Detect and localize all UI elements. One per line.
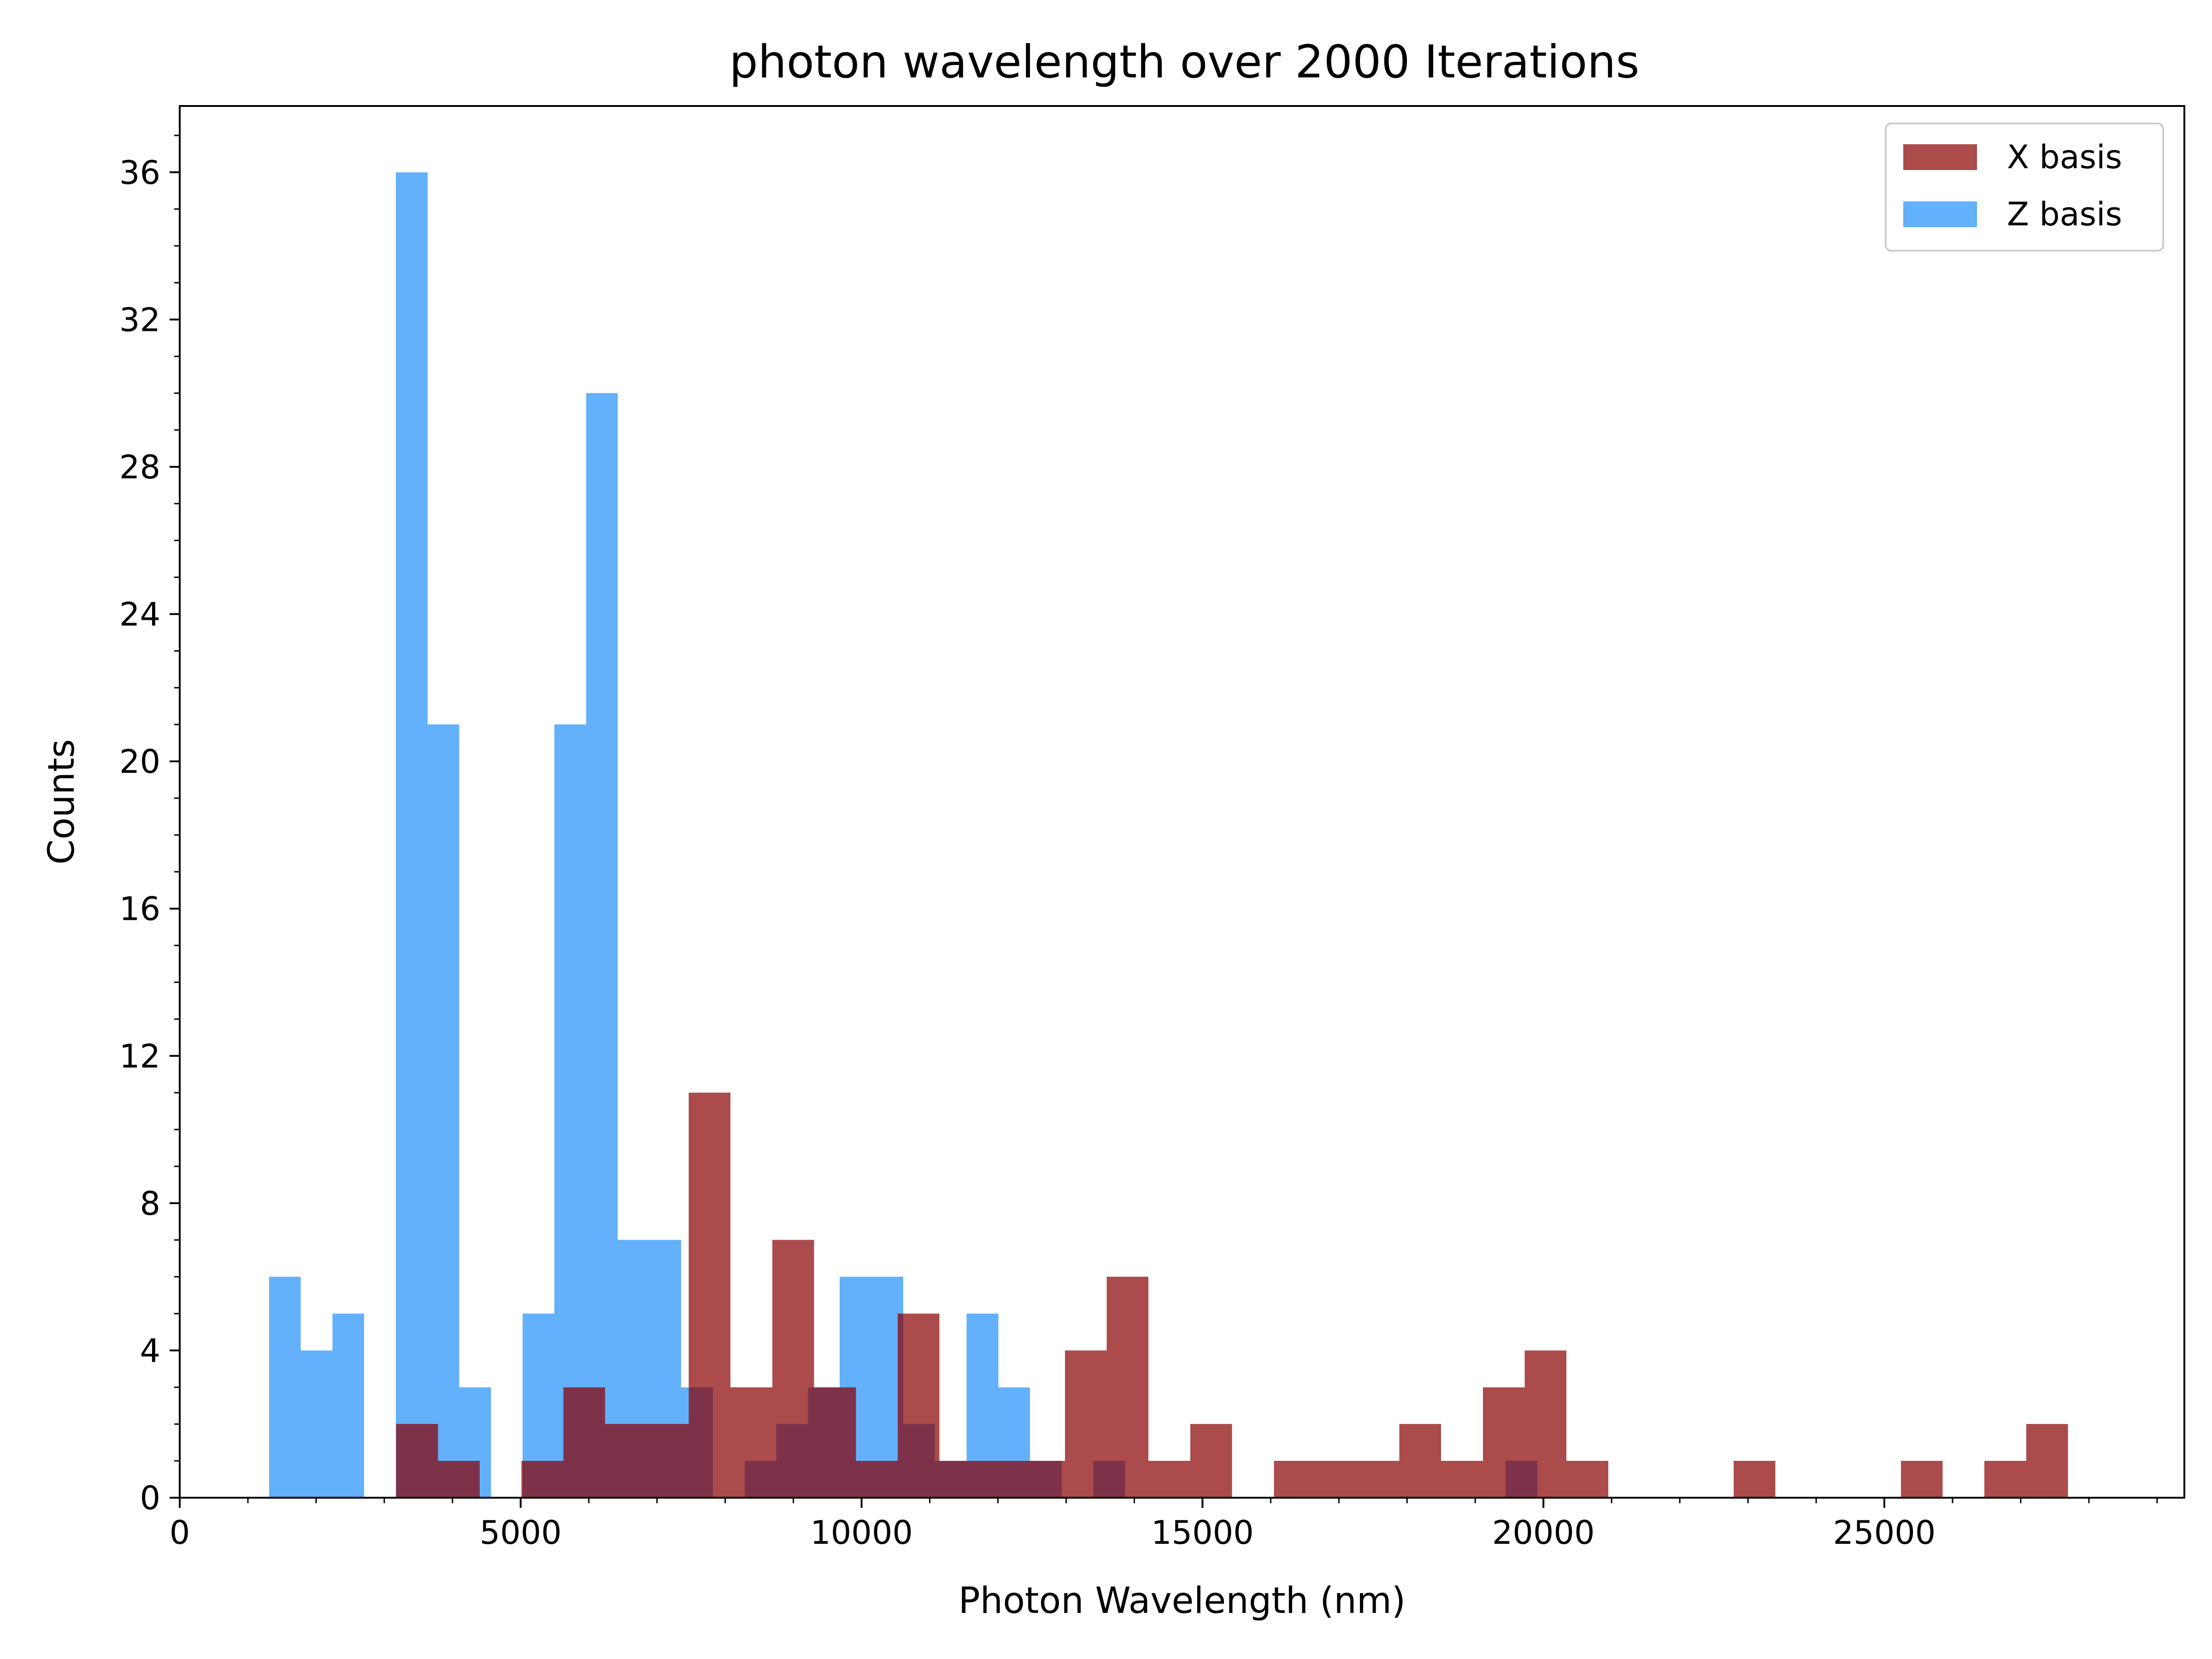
legend-label-x-basis: X basis — [2007, 138, 2122, 176]
y-tick-label: 24 — [119, 596, 160, 634]
bar-overlap — [898, 1313, 903, 1498]
bar-overlap — [681, 1424, 689, 1498]
bar-overlap — [647, 1424, 650, 1498]
bar-z-basis — [300, 1350, 333, 1498]
bar-x-basis — [1357, 1461, 1400, 1498]
bar-overlap — [1106, 1461, 1125, 1498]
axes-frame — [179, 105, 2185, 1499]
bar-overlap — [776, 1424, 808, 1498]
legend-swatch-z-basis — [1903, 201, 1977, 227]
bar-overlap — [935, 1461, 940, 1498]
y-axis: 0 4 8 12 16 20 24 28 32 36 — [119, 135, 180, 1517]
bar-x-basis — [1190, 1424, 1232, 1498]
chart-title: photon wavelength over 2000 Iterations — [729, 36, 1640, 88]
x-axis-label: Photon Wavelength (nm) — [959, 1580, 1406, 1622]
bar-overlap — [871, 1461, 898, 1498]
legend-swatch-x-basis — [1903, 144, 1977, 170]
y-tick-label: 16 — [119, 890, 160, 928]
bar-overlap — [998, 1461, 1024, 1498]
bar-x-basis — [1733, 1461, 1776, 1498]
x-tick-label: 0 — [170, 1514, 190, 1552]
bar-overlap — [981, 1461, 999, 1498]
plot-area — [269, 172, 2068, 1498]
x-tick-label: 15000 — [1151, 1514, 1254, 1552]
bar-overlap — [1093, 1461, 1107, 1498]
bar-overlap — [840, 1387, 856, 1498]
bar-overlap — [563, 1387, 586, 1498]
bar-overlap — [1506, 1461, 1525, 1498]
bar-overlap — [939, 1461, 967, 1498]
bar-overlap — [772, 1461, 777, 1498]
overlap-regions — [396, 1313, 1537, 1498]
bar-overlap — [605, 1424, 618, 1498]
bar-x-basis — [1900, 1461, 1943, 1498]
bar-overlap — [554, 1461, 564, 1498]
y-tick-label: 32 — [119, 301, 160, 339]
bar-z-basis — [554, 724, 586, 1498]
bar-overlap — [966, 1461, 982, 1498]
bar-z-basis — [586, 393, 618, 1498]
bar-z-basis — [427, 724, 459, 1498]
bar-x-basis — [1566, 1461, 1608, 1498]
y-tick-label: 4 — [140, 1332, 160, 1370]
bar-overlap — [649, 1424, 682, 1498]
x-tick-label: 25000 — [1833, 1514, 1936, 1552]
bar-overlap — [688, 1387, 713, 1498]
y-tick-label: 12 — [119, 1037, 160, 1075]
bar-x-basis — [1441, 1461, 1483, 1498]
y-tick-label: 0 — [140, 1479, 160, 1517]
bar-overlap — [523, 1461, 555, 1498]
bar-overlap — [814, 1387, 840, 1498]
bar-overlap — [396, 1424, 428, 1498]
bar-x-basis — [2026, 1424, 2068, 1498]
bar-overlap — [1030, 1461, 1062, 1498]
bar-x-basis — [1984, 1461, 2026, 1498]
bar-x-basis — [1316, 1461, 1358, 1498]
legend-label-z-basis: Z basis — [2007, 195, 2122, 233]
bar-overlap — [856, 1461, 872, 1498]
x-tick-label: 5000 — [480, 1514, 562, 1552]
bar-z-basis — [269, 1277, 301, 1498]
bar-overlap — [903, 1424, 935, 1498]
y-tick-label: 36 — [119, 154, 160, 192]
y-tick-label: 20 — [119, 743, 160, 781]
y-tick-label: 8 — [140, 1185, 160, 1223]
x-tick-label: 10000 — [810, 1514, 913, 1552]
bar-z-basis — [332, 1313, 365, 1498]
bar-x-basis — [1399, 1424, 1441, 1498]
y-axis-label: Counts — [41, 739, 82, 865]
bar-overlap — [744, 1461, 772, 1498]
bar-overlap — [1023, 1461, 1030, 1498]
bar-overlap — [459, 1461, 480, 1498]
bar-overlap — [808, 1387, 814, 1498]
y-tick-label: 28 — [119, 448, 160, 486]
bar-x-basis — [1148, 1461, 1190, 1498]
legend: X basis Z basis — [1885, 123, 2164, 252]
bar-overlap — [618, 1424, 647, 1498]
bar-overlap — [427, 1424, 438, 1498]
bar-overlap — [438, 1461, 459, 1498]
bar-overlap — [1524, 1461, 1537, 1498]
x-tick-label: 20000 — [1492, 1514, 1595, 1552]
bar-overlap — [586, 1387, 606, 1498]
bar-z-basis — [396, 172, 428, 1498]
bar-x-basis — [1274, 1461, 1316, 1498]
